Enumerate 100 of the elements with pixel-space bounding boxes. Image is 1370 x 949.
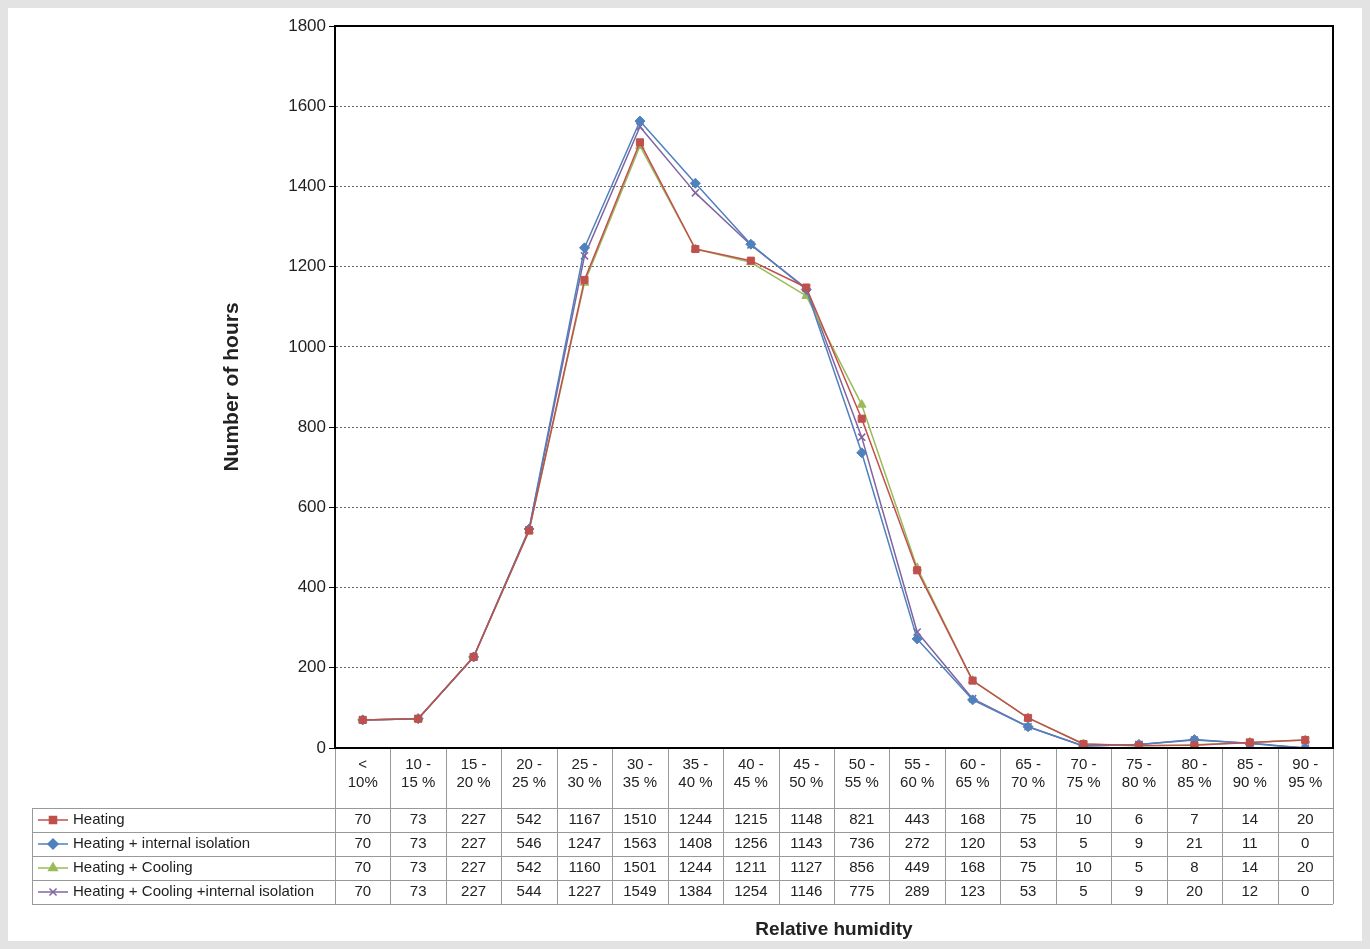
y-tick-label: 600 bbox=[297, 497, 326, 517]
data-label: 1384 bbox=[678, 882, 713, 900]
x-tick-label: 70 - 75 % bbox=[1066, 755, 1101, 791]
x-tick-label: 75 - 80 % bbox=[1121, 755, 1157, 791]
data-label: 821 bbox=[849, 810, 875, 828]
data-label: 1254 bbox=[734, 882, 768, 900]
data-label: 736 bbox=[849, 834, 875, 852]
data-label: 123 bbox=[960, 882, 986, 900]
data-label: 1256 bbox=[734, 834, 768, 852]
data-label: 168 bbox=[960, 858, 986, 876]
legend-label: Heating + Cooling bbox=[73, 858, 193, 876]
data-label: 73 bbox=[409, 858, 427, 876]
data-label: 6 bbox=[1134, 810, 1144, 828]
data-label: 227 bbox=[461, 834, 487, 852]
data-label: 1211 bbox=[734, 858, 767, 876]
data-label: 542 bbox=[516, 858, 542, 876]
data-label: 21 bbox=[1186, 834, 1203, 852]
data-label: 1127 bbox=[790, 858, 823, 876]
x-tick-label: 85 - 90 % bbox=[1232, 755, 1267, 791]
data-label: 9 bbox=[1134, 834, 1144, 852]
data-label: 12 bbox=[1241, 882, 1259, 900]
text: Relative humidity bbox=[755, 918, 914, 940]
x-tick-label: 60 - 65 % bbox=[955, 755, 990, 791]
data-label: 0 bbox=[1301, 834, 1310, 852]
data-label: 544 bbox=[516, 882, 542, 900]
data-label: 449 bbox=[904, 858, 930, 876]
y-tick-label: 400 bbox=[297, 577, 326, 597]
data-label: 73 bbox=[409, 810, 427, 828]
x-tick-label: 65 - 70 % bbox=[1010, 755, 1046, 791]
legend-label: Heating + internal isolation bbox=[73, 834, 251, 852]
data-label: 5 bbox=[1134, 858, 1144, 876]
data-label: 120 bbox=[960, 834, 986, 852]
data-label: 542 bbox=[516, 810, 542, 828]
data-label: 70 bbox=[354, 858, 372, 876]
data-label: 20 bbox=[1186, 882, 1203, 900]
x-tick-label: 80 - 85 % bbox=[1177, 755, 1212, 791]
x-tick-label: 25 - 30 % bbox=[567, 755, 602, 791]
data-label: 1244 bbox=[678, 810, 713, 828]
data-label: 70 bbox=[354, 882, 372, 900]
data-label: 272 bbox=[904, 834, 930, 852]
data-label: 227 bbox=[461, 882, 487, 900]
data-label: 546 bbox=[516, 834, 542, 852]
data-label: 20 bbox=[1296, 810, 1314, 828]
x-tick-label: 35 - 40 % bbox=[678, 755, 713, 791]
data-label: 227 bbox=[461, 810, 487, 828]
y-tick-label: 200 bbox=[297, 657, 326, 677]
data-label: 75 bbox=[1019, 810, 1037, 828]
data-label: 443 bbox=[904, 810, 930, 828]
data-label: 14 bbox=[1241, 810, 1259, 828]
data-label: 1549 bbox=[623, 882, 657, 900]
y-tick-label: 0 bbox=[316, 737, 326, 757]
x-tick-label: 40 - 45 % bbox=[733, 755, 768, 791]
data-label: 11 bbox=[1242, 834, 1258, 852]
data-label: 70 bbox=[354, 810, 372, 828]
legend-label: Heating + Cooling +internal isolation bbox=[73, 882, 314, 900]
x-tick-label: 50 - 55 % bbox=[844, 755, 879, 791]
data-label: 70 bbox=[354, 834, 372, 852]
y-tick-label: 1600 bbox=[288, 95, 326, 115]
data-label: 53 bbox=[1019, 882, 1037, 900]
data-label: 775 bbox=[849, 882, 875, 900]
data-label: 1146 bbox=[790, 882, 823, 900]
data-label: 53 bbox=[1019, 834, 1037, 852]
data-label: 0 bbox=[1301, 882, 1310, 900]
data-label: 75 bbox=[1019, 858, 1037, 876]
y-tick-label: 1800 bbox=[288, 15, 326, 35]
data-label: 5 bbox=[1079, 882, 1088, 900]
data-label: 1160 bbox=[568, 858, 601, 876]
data-label: 1247 bbox=[567, 834, 602, 852]
data-label: 1143 bbox=[790, 834, 823, 852]
data-label: 10 bbox=[1075, 858, 1092, 876]
data-label: 1227 bbox=[567, 882, 602, 900]
data-label: 856 bbox=[849, 858, 875, 876]
y-tick-label: 1400 bbox=[288, 176, 326, 196]
x-tick-label: < 10% bbox=[347, 755, 378, 791]
data-label: 1148 bbox=[790, 810, 823, 828]
data-label: 1167 bbox=[568, 810, 601, 828]
data-label: 73 bbox=[409, 882, 427, 900]
data-label: 10 bbox=[1075, 810, 1092, 828]
data-label: 1215 bbox=[734, 810, 768, 828]
legend-label: Heating bbox=[73, 810, 125, 828]
y-tick-label: 1000 bbox=[288, 336, 326, 356]
data-label: 1244 bbox=[678, 858, 713, 876]
data-label: 168 bbox=[960, 810, 986, 828]
data-label: 5 bbox=[1079, 834, 1088, 852]
data-label: 289 bbox=[904, 882, 930, 900]
x-tick-label: 45 - 50 % bbox=[789, 755, 824, 791]
y-tick-label: 800 bbox=[297, 416, 326, 436]
data-label: 1408 bbox=[678, 834, 713, 852]
x-tick-label: 10 - 15 % bbox=[401, 755, 436, 791]
data-label: 1510 bbox=[623, 810, 657, 828]
x-tick-label: 90 - 95 % bbox=[1288, 755, 1323, 791]
x-tick-label: 55 - 60 % bbox=[900, 755, 935, 791]
data-label: 9 bbox=[1134, 882, 1144, 900]
data-label: 20 bbox=[1296, 858, 1314, 876]
data-label: 1501 bbox=[623, 858, 657, 876]
y-axis-title: Number of hours bbox=[219, 302, 243, 472]
data-label: 14 bbox=[1241, 858, 1259, 876]
data-label: 227 bbox=[461, 858, 487, 876]
data-label: 1563 bbox=[623, 834, 657, 852]
x-tick-label: 30 - 35 % bbox=[622, 755, 658, 791]
